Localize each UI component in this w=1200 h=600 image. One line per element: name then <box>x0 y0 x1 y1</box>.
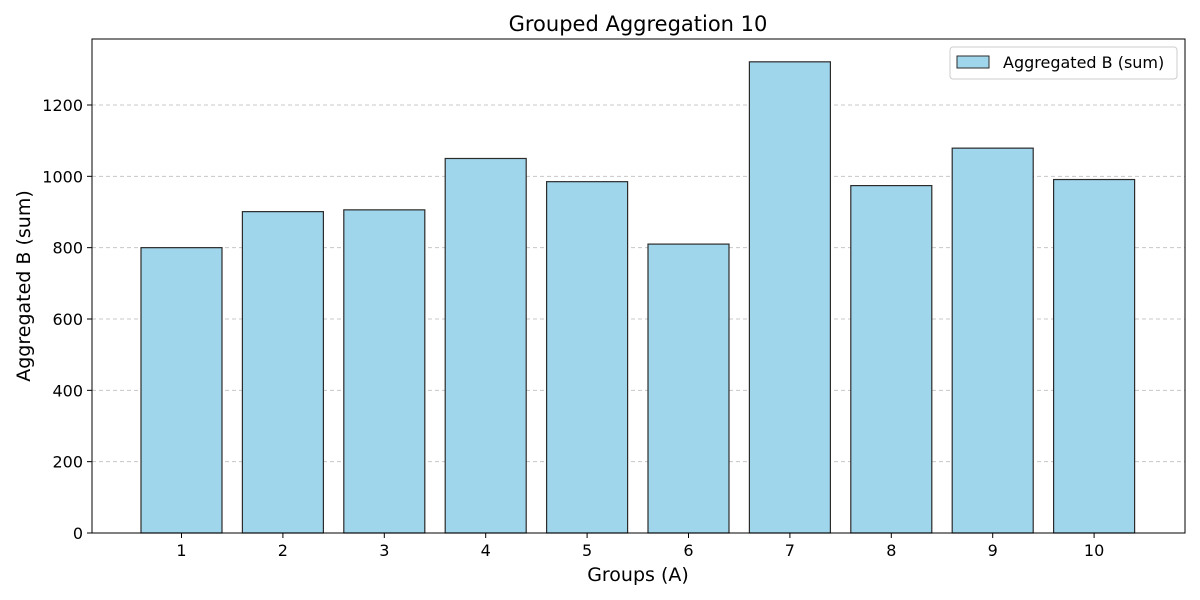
bar-1 <box>140 247 223 534</box>
y-tick-label: 800 <box>52 239 83 258</box>
x-tick-label: 6 <box>683 541 693 560</box>
chart-title: Grouped Aggregation 10 <box>509 12 768 36</box>
x-tick-label: 4 <box>481 541 491 560</box>
legend-swatch <box>956 55 990 69</box>
bar-4 <box>444 157 527 534</box>
x-tick-label: 8 <box>886 541 896 560</box>
plot-frame <box>91 38 1186 534</box>
bar-9 <box>951 147 1034 534</box>
x-tick-label: 2 <box>278 541 288 560</box>
bars <box>140 61 1136 534</box>
x-tick-label: 7 <box>785 541 795 560</box>
y-tick-label: 200 <box>52 453 83 472</box>
y-tick-label: 1000 <box>42 167 83 186</box>
bar-10 <box>1052 178 1136 534</box>
legend: Aggregated B (sum) <box>949 46 1178 80</box>
y-axis-label: Aggregated B (sum) <box>13 190 35 382</box>
bar-3 <box>343 209 426 534</box>
bar-5 <box>545 181 629 534</box>
bar-2 <box>241 211 324 534</box>
y-tick-label: 0 <box>73 524 83 543</box>
y-axis-ticks: 0 200 400 600 800 1000 1200 <box>42 96 92 543</box>
x-tick-label: 5 <box>582 541 592 560</box>
y-tick-label: 400 <box>52 381 83 400</box>
bar-8 <box>850 184 933 534</box>
x-tick-label: 10 <box>1084 541 1104 560</box>
bar-7 <box>748 61 832 534</box>
legend-box <box>949 46 1178 80</box>
x-axis-ticks: 1 2 3 4 5 6 7 8 9 10 <box>176 533 1104 560</box>
bar-6 <box>647 243 730 534</box>
x-axis-label: Groups (A) <box>587 564 689 586</box>
legend-label: Aggregated B (sum) <box>1003 53 1164 72</box>
x-tick-label: 1 <box>176 541 186 560</box>
y-tick-label: 1200 <box>42 96 83 115</box>
x-tick-label: 9 <box>988 541 998 560</box>
x-tick-label: 3 <box>379 541 389 560</box>
y-tick-label: 600 <box>52 310 83 329</box>
